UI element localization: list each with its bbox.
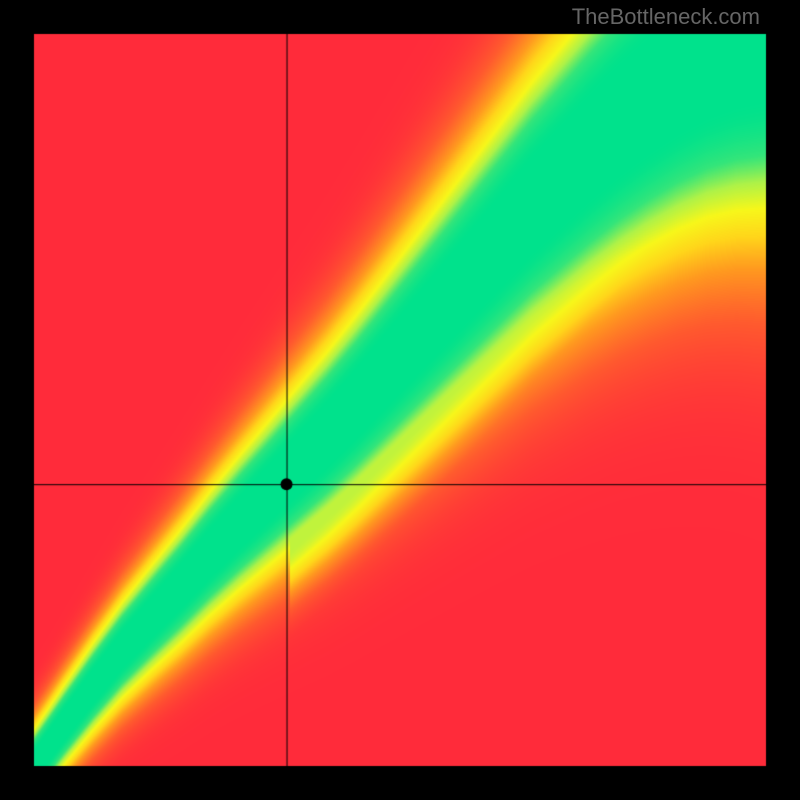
chart-container: TheBottleneck.com xyxy=(0,0,800,800)
watermark-text: TheBottleneck.com xyxy=(572,4,760,30)
bottleneck-heatmap xyxy=(0,0,800,800)
